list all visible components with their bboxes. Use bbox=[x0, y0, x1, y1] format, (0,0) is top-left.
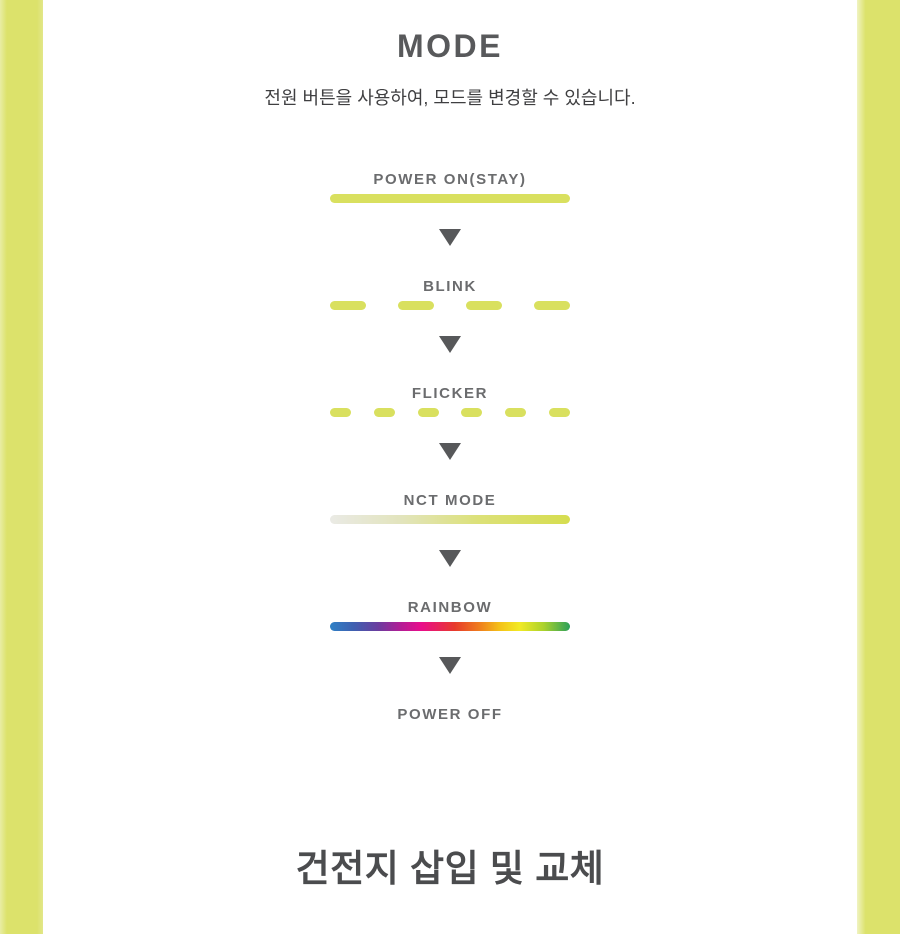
mode-label: BLINK bbox=[423, 278, 477, 295]
dash bbox=[466, 301, 502, 310]
mode-step-blink: BLINK bbox=[43, 279, 857, 310]
battery-section-heading: 건전지 삽입 및 교체 bbox=[295, 848, 605, 889]
down-arrow-icon bbox=[439, 443, 461, 460]
rainbow-gradient-bar-wrap bbox=[330, 622, 570, 631]
dash bbox=[505, 408, 527, 417]
mode-step-rainbow: RAINBOW bbox=[43, 600, 857, 631]
power-on-solid-bar bbox=[330, 194, 570, 203]
mode-step-power-off: POWER OFF bbox=[43, 707, 857, 722]
mode-section: MODE 전원 버튼을 사용하여, 모드를 변경할 수 있습니다. POWER … bbox=[43, 0, 857, 934]
down-arrow-icon bbox=[439, 336, 461, 353]
mode-step-nct-mode: NCT MODE bbox=[43, 493, 857, 524]
dash bbox=[417, 408, 439, 417]
right-accent-bar bbox=[857, 0, 900, 934]
nct-gradient-bar bbox=[330, 515, 570, 524]
mode-label: FLICKER bbox=[411, 385, 489, 402]
down-arrow-icon bbox=[439, 550, 461, 567]
rainbow-gradient-bar bbox=[330, 622, 570, 631]
dash bbox=[373, 408, 395, 417]
dash bbox=[398, 301, 434, 310]
blink-dashed-bar bbox=[330, 301, 570, 310]
nct-gradient-bar-wrap bbox=[330, 515, 570, 524]
down-arrow-icon bbox=[439, 229, 461, 246]
page-subtitle: 전원 버튼을 사용하여, 모드를 변경할 수 있습니다. bbox=[264, 88, 636, 108]
mode-label: POWER OFF bbox=[397, 706, 503, 723]
mode-step-power-on-stay: POWER ON(STAY) bbox=[43, 172, 857, 203]
down-arrow-icon bbox=[439, 657, 461, 674]
solid-bar bbox=[330, 194, 570, 203]
flicker-dashed-bar bbox=[330, 408, 570, 417]
page-title: MODE bbox=[397, 28, 503, 64]
mode-label: RAINBOW bbox=[407, 599, 493, 616]
mode-label: NCT MODE bbox=[403, 492, 497, 509]
dash bbox=[534, 301, 570, 310]
dash bbox=[461, 408, 483, 417]
mode-sequence: POWER ON(STAY) BLINK FLICKER bbox=[43, 172, 857, 722]
dash bbox=[330, 408, 351, 417]
dash bbox=[548, 408, 570, 417]
left-accent-bar bbox=[0, 0, 43, 934]
mode-label: POWER ON(STAY) bbox=[373, 171, 527, 188]
mode-step-flicker: FLICKER bbox=[43, 386, 857, 417]
dash bbox=[330, 301, 366, 310]
